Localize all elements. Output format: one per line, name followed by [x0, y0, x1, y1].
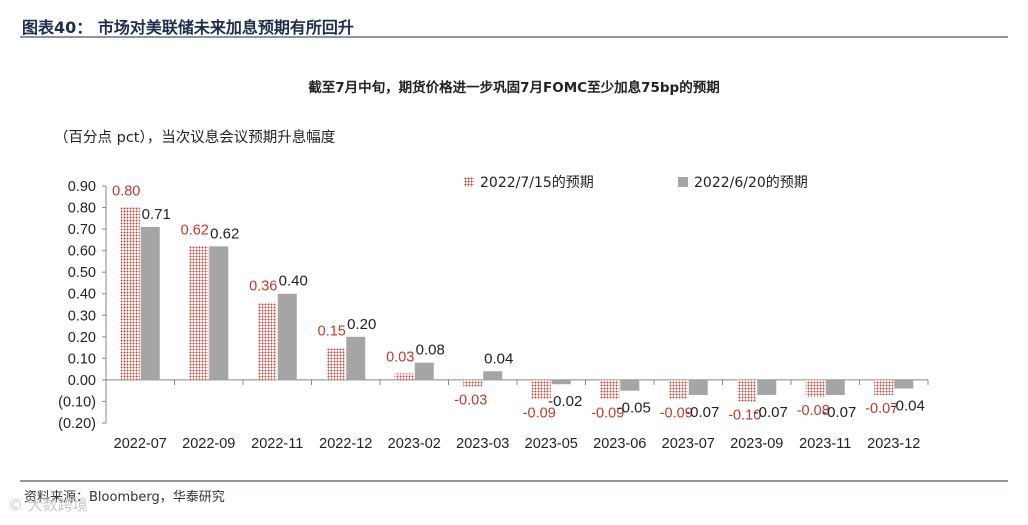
data-label-series-1: -0.10 — [728, 407, 761, 423]
bar-series-2 — [414, 362, 434, 380]
x-tick-label: 2023-07 — [662, 436, 715, 452]
data-label-series-1: -0.03 — [454, 392, 487, 408]
figure-title: 图表40： 市场对美联储未来加息预期有所回升 — [22, 18, 354, 37]
data-label-series-2: -0.02 — [548, 393, 582, 410]
bar-series-1 — [531, 379, 551, 400]
legend-swatch-gray — [678, 177, 688, 187]
x-tick-label: 2022-07 — [114, 436, 167, 452]
y-tick-label: 0.90 — [68, 179, 96, 195]
bar-series-2 — [140, 226, 160, 380]
bar-series-1 — [120, 207, 140, 380]
bar-series-1 — [394, 373, 414, 380]
data-label-series-2: 0.04 — [484, 350, 513, 367]
data-label-series-2: 0.40 — [279, 273, 308, 290]
y-tick-label: (0.20) — [58, 416, 96, 432]
data-label-series-1: 0.80 — [112, 184, 140, 200]
data-label-series-2: 0.08 — [416, 342, 445, 359]
data-label-series-1: -0.08 — [797, 403, 830, 419]
y-tick-label: 0.40 — [68, 287, 96, 303]
data-label-series-2: -0.07 — [685, 404, 719, 421]
title-divider — [20, 36, 1008, 38]
legend-item-series-1: 2022/7/15的预期 — [464, 172, 594, 192]
x-tick-label: 2022-12 — [319, 436, 372, 452]
data-label-series-2: 0.20 — [347, 316, 376, 333]
data-label-series-1: -0.09 — [523, 405, 556, 421]
bar-series-1 — [189, 246, 209, 380]
x-tick-label: 2023-02 — [388, 436, 441, 452]
legend-swatch-dotted — [464, 177, 474, 187]
y-tick-label: 0.80 — [68, 201, 96, 217]
y-tick-label: 0.20 — [68, 330, 96, 346]
legend-label-series-1: 2022/7/15的预期 — [480, 175, 594, 191]
data-label-series-2: -0.07 — [822, 404, 856, 421]
footer-divider — [20, 480, 1008, 482]
bar-series-2 — [825, 379, 845, 395]
data-label-series-2: 0.62 — [210, 225, 239, 242]
x-tick-label: 2023-03 — [456, 436, 509, 452]
source-note: 资料来源：Bloomberg，华泰研究 — [24, 490, 225, 505]
bar-series-2 — [620, 379, 640, 391]
data-label-series-1: 0.15 — [318, 324, 346, 340]
data-label-series-2: 0.71 — [142, 206, 171, 223]
x-tick-label: 2023-12 — [867, 436, 920, 452]
data-label-series-1: -0.07 — [865, 401, 898, 417]
data-label-series-1: 0.62 — [181, 222, 209, 238]
bar-series-1 — [600, 379, 620, 400]
x-tick-label: 2023-11 — [799, 436, 851, 452]
x-tick-label: 2022-09 — [182, 436, 235, 452]
y-tick-label: 0.00 — [68, 373, 96, 389]
bar-series-2 — [688, 379, 708, 395]
bar-series-2 — [551, 379, 571, 385]
bar-series-2 — [277, 293, 297, 380]
y-tick-label: 0.10 — [68, 351, 96, 367]
x-tick-label: 2023-09 — [730, 436, 783, 452]
y-tick-label: (0.10) — [58, 394, 96, 410]
bar-series-1 — [668, 379, 688, 400]
legend-label-series-2: 2022/6/20的预期 — [694, 175, 808, 191]
bar-series-1 — [874, 379, 894, 395]
data-label-series-1: 0.03 — [386, 349, 414, 365]
watermark: © 大数跨境 — [8, 496, 88, 514]
bar-series-2 — [894, 379, 914, 389]
y-axis-label: （百分点 pct），当次议息会议预期升息幅度 — [54, 130, 336, 146]
data-label-series-2: -0.05 — [617, 400, 651, 417]
x-tick-label: 2022-11 — [251, 436, 303, 452]
data-label-series-1: 0.36 — [249, 278, 277, 294]
bar-series-1 — [257, 302, 277, 380]
y-tick-label: 0.30 — [68, 308, 96, 324]
data-label-series-1: -0.09 — [660, 405, 693, 421]
bar-series-2 — [757, 379, 777, 395]
y-tick-label: 0.60 — [68, 244, 96, 260]
bar-series-1 — [737, 379, 757, 402]
data-label-series-2: -0.04 — [891, 398, 925, 415]
bar-series-2 — [483, 371, 503, 380]
y-tick-label: 0.50 — [68, 265, 96, 281]
x-tick-label: 2023-05 — [525, 436, 578, 452]
x-tick-label: 2023-06 — [593, 436, 646, 452]
bar-series-2 — [346, 336, 366, 380]
chart-title: 截至7月中旬，期货价格进一步巩固7月FOMC至少加息75bp的预期 — [308, 80, 720, 96]
bar-series-1 — [326, 347, 346, 380]
legend-item-series-2: 2022/6/20的预期 — [678, 172, 808, 192]
bar-series-2 — [209, 246, 229, 380]
bar-series-1 — [463, 379, 483, 387]
bar-series-1 — [805, 379, 825, 398]
data-label-series-1: -0.09 — [591, 405, 624, 421]
y-tick-label: 0.70 — [68, 222, 96, 238]
data-label-series-2: -0.07 — [754, 404, 788, 421]
